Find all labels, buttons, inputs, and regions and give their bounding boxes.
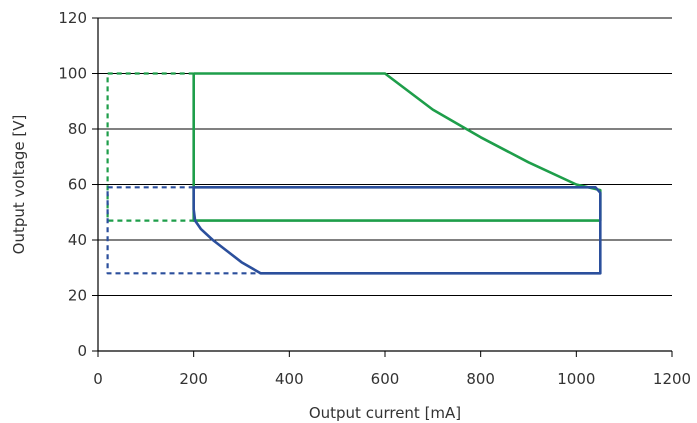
series-blue-solid [192, 186, 602, 275]
y-tick-label-20: 20 [68, 287, 87, 305]
y-tick-label-0: 0 [77, 342, 87, 360]
y-tick-label-100: 100 [58, 65, 87, 83]
x-tick-label-400: 400 [275, 370, 304, 388]
y-tick-label-120: 120 [58, 9, 87, 27]
x-tick-label-1000: 1000 [557, 370, 595, 388]
x-tick-label-600: 600 [371, 370, 400, 388]
x-tick-label-800: 800 [466, 370, 495, 388]
x-tick-label-0: 0 [93, 370, 103, 388]
y-tick-label-40: 40 [68, 231, 87, 249]
series-blue-dashed [106, 186, 261, 275]
y-axis-title: Output voltage [V] [10, 115, 28, 255]
x-tick-label-1200: 1200 [653, 370, 691, 388]
y-tick-label-60: 60 [68, 176, 87, 194]
grid-layer [98, 17, 672, 296]
series-green-dashed [106, 72, 194, 222]
series-green-solid [192, 72, 602, 222]
y-tick-label-80: 80 [68, 120, 87, 138]
x-axis-title: Output current [mA] [309, 404, 461, 422]
series-layer [106, 72, 602, 275]
x-tick-label-200: 200 [179, 370, 208, 388]
